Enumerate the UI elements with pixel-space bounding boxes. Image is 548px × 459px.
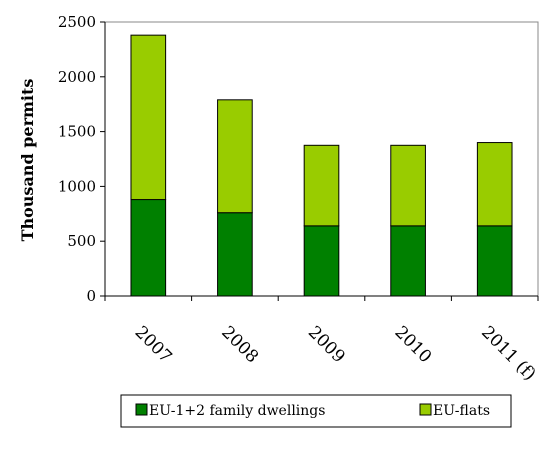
x-tick-label: 2007: [131, 322, 176, 367]
bar-segment-flats: [303, 144, 340, 227]
bar-segment-flats: [390, 144, 426, 227]
bar-segment-flats: [476, 142, 513, 227]
legend-label-flats: EU-flats: [433, 403, 490, 419]
bar-segment-dwellings: [476, 225, 513, 297]
x-tick-label: 2010: [391, 322, 436, 367]
y-tick-label: 1500: [58, 123, 96, 141]
y-tick-label: 1000: [58, 177, 96, 195]
bar-segment-dwellings: [130, 199, 167, 297]
y-axis-title: Thousand permits: [18, 79, 37, 242]
x-tick-label: 2009: [304, 322, 349, 367]
legend-box: [120, 394, 512, 428]
y-tick-label: 2000: [58, 68, 96, 86]
bar-segment-dwellings: [390, 225, 426, 297]
y-axis: 0 500 1000 1500 2000 2500: [58, 13, 105, 305]
y-tick-label: 2500: [58, 13, 96, 31]
x-axis: 2007 2008 2009 2010 2011 (f): [104, 296, 540, 385]
legend-swatch-dwellings: [135, 403, 148, 416]
bar-segment-flats: [130, 34, 167, 201]
bars-layer: [130, 34, 513, 297]
bar-segment-dwellings: [217, 212, 253, 297]
bar-segment-dwellings: [303, 225, 340, 297]
x-tick-label: 2008: [217, 322, 262, 367]
legend-label-dwellings: EU-1+2 family dwellings: [149, 403, 325, 419]
y-tick-label: 0: [86, 287, 96, 305]
legend: EU-1+2 family dwellings EU-flats: [120, 394, 512, 428]
x-tick-label: 2011 (f): [477, 322, 539, 384]
legend-swatch-flats: [419, 403, 432, 416]
y-tick-label: 500: [67, 232, 96, 250]
bar-segment-flats: [217, 99, 253, 214]
